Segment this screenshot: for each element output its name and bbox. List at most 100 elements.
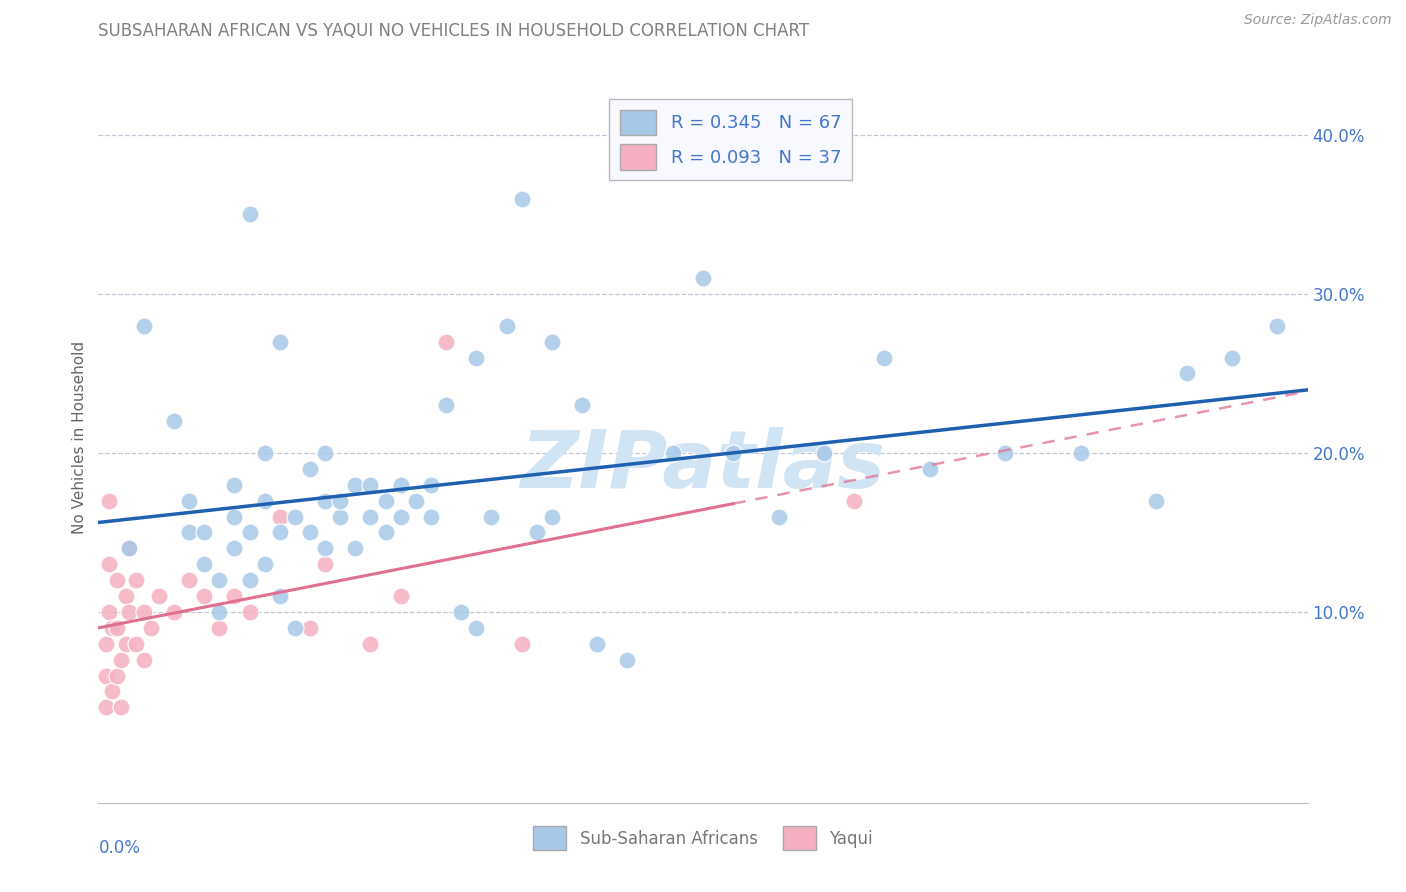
Point — [224, 477, 246, 491]
Point — [98, 493, 121, 508]
Point — [132, 653, 155, 667]
Point — [163, 414, 186, 428]
Point — [163, 605, 186, 619]
Point — [540, 509, 562, 524]
Point — [105, 573, 128, 587]
Point — [374, 493, 396, 508]
Point — [125, 573, 148, 587]
Point — [141, 621, 163, 635]
Point — [125, 637, 148, 651]
Point — [389, 477, 412, 491]
Point — [329, 493, 352, 508]
Point — [344, 541, 367, 556]
Text: SUBSAHARAN AFRICAN VS YAQUI NO VEHICLES IN HOUSEHOLD CORRELATION CHART: SUBSAHARAN AFRICAN VS YAQUI NO VEHICLES … — [98, 22, 810, 40]
Point — [98, 605, 121, 619]
Text: ZIPatlas: ZIPatlas — [520, 427, 886, 506]
Point — [465, 621, 488, 635]
Point — [374, 525, 396, 540]
Point — [239, 207, 262, 221]
Point — [208, 621, 231, 635]
Point — [94, 668, 117, 682]
Point — [118, 541, 141, 556]
Point — [208, 573, 231, 587]
Point — [110, 653, 132, 667]
Point — [1267, 318, 1289, 333]
Point — [1070, 446, 1092, 460]
Point — [94, 700, 117, 714]
Point — [314, 446, 336, 460]
Point — [768, 509, 790, 524]
Point — [98, 558, 121, 572]
Point — [420, 477, 443, 491]
Point — [314, 493, 336, 508]
Point — [269, 334, 291, 349]
Point — [224, 509, 246, 524]
Point — [224, 589, 246, 603]
Point — [405, 493, 427, 508]
Point — [510, 192, 533, 206]
Y-axis label: No Vehicles in Household: No Vehicles in Household — [72, 341, 87, 533]
Point — [269, 509, 291, 524]
Point — [540, 334, 562, 349]
Point — [450, 605, 472, 619]
Point — [813, 446, 835, 460]
Point — [314, 558, 336, 572]
Text: 0.0%: 0.0% — [98, 839, 141, 857]
Point — [526, 525, 548, 540]
Point — [193, 558, 215, 572]
Point — [284, 509, 307, 524]
Point — [586, 637, 609, 651]
Point — [132, 318, 155, 333]
Point — [360, 637, 382, 651]
Point — [114, 589, 136, 603]
Point — [118, 605, 141, 619]
Point — [105, 621, 128, 635]
Point — [94, 637, 117, 651]
Point — [510, 637, 533, 651]
Legend: Sub-Saharan Africans, Yaqui: Sub-Saharan Africans, Yaqui — [526, 820, 880, 856]
Point — [179, 573, 201, 587]
Point — [299, 525, 322, 540]
Point — [239, 573, 262, 587]
Point — [253, 558, 276, 572]
Point — [329, 509, 352, 524]
Point — [118, 541, 141, 556]
Point — [661, 446, 683, 460]
Point — [434, 398, 457, 412]
Point — [110, 700, 132, 714]
Point — [148, 589, 170, 603]
Point — [495, 318, 517, 333]
Point — [873, 351, 896, 365]
Point — [571, 398, 593, 412]
Point — [1175, 367, 1198, 381]
Point — [101, 684, 124, 698]
Point — [193, 525, 215, 540]
Point — [616, 653, 638, 667]
Point — [360, 477, 382, 491]
Point — [132, 605, 155, 619]
Point — [239, 605, 262, 619]
Point — [179, 525, 201, 540]
Point — [179, 493, 201, 508]
Point — [299, 462, 322, 476]
Point — [389, 589, 412, 603]
Point — [299, 621, 322, 635]
Point — [314, 541, 336, 556]
Point — [844, 493, 866, 508]
Point — [105, 668, 128, 682]
Point — [284, 621, 307, 635]
Point — [114, 637, 136, 651]
Point — [101, 621, 124, 635]
Point — [208, 605, 231, 619]
Point — [420, 509, 443, 524]
Point — [723, 446, 745, 460]
Point — [269, 525, 291, 540]
Point — [692, 271, 714, 285]
Point — [269, 589, 291, 603]
Point — [360, 509, 382, 524]
Point — [994, 446, 1017, 460]
Point — [193, 589, 215, 603]
Point — [389, 509, 412, 524]
Point — [918, 462, 941, 476]
Point — [253, 446, 276, 460]
